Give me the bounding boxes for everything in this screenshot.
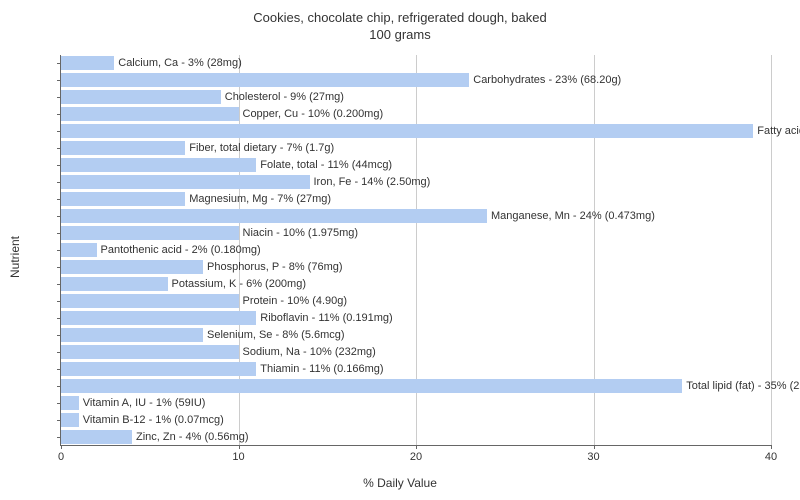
bar-label: Cholesterol - 9% (27mg) [221,90,344,104]
bar [61,413,79,427]
bar-label: Calcium, Ca - 3% (28mg) [114,56,241,70]
bar [61,396,79,410]
y-axis-label: Nutrient [8,236,22,278]
bar-label: Phosphorus, P - 8% (76mg) [203,260,343,274]
x-tick-mark [594,445,595,449]
x-tick-mark [239,445,240,449]
bar-label: Magnesium, Mg - 7% (27mg) [185,192,331,206]
chart-title: Cookies, chocolate chip, refrigerated do… [0,0,800,44]
bar [61,56,114,70]
bar-label: Thiamin - 11% (0.166mg) [256,362,383,376]
x-axis-label: % Daily Value [363,476,437,490]
bar [61,277,168,291]
title-line1: Cookies, chocolate chip, refrigerated do… [253,10,546,25]
bar [61,362,256,376]
bar-label: Niacin - 10% (1.975mg) [239,226,359,240]
bar [61,90,221,104]
bar-label: Copper, Cu - 10% (0.200mg) [239,107,384,121]
bar [61,260,203,274]
bar [61,124,753,138]
bar-label: Total lipid (fat) - 35% (22.60g) [682,379,800,393]
title-line2: 100 grams [369,27,430,42]
bar [61,107,239,121]
bar [61,73,469,87]
x-tick-label: 0 [58,451,64,463]
nutrient-chart: Cookies, chocolate chip, refrigerated do… [0,0,800,500]
bar-label: Protein - 10% (4.90g) [239,294,348,308]
x-tick-mark [61,445,62,449]
bar-label: Potassium, K - 6% (200mg) [168,277,307,291]
bar-label: Vitamin B-12 - 1% (0.07mcg) [79,413,224,427]
bar-label: Zinc, Zn - 4% (0.56mg) [132,430,248,444]
bar [61,192,185,206]
x-tick-mark [771,445,772,449]
bar [61,345,239,359]
bar-label: Fiber, total dietary - 7% (1.7g) [185,141,334,155]
plot-area: 010203040Calcium, Ca - 3% (28mg)Carbohyd… [60,55,771,446]
bar [61,226,239,240]
x-tick-label: 30 [587,451,599,463]
bar [61,328,203,342]
bar-label: Selenium, Se - 8% (5.6mcg) [203,328,345,342]
bar-label: Manganese, Mn - 24% (0.473mg) [487,209,655,223]
x-tick-label: 10 [232,451,244,463]
bar [61,243,97,257]
bar-label: Iron, Fe - 14% (2.50mg) [310,175,431,189]
bar-label: Carbohydrates - 23% (68.20g) [469,73,621,87]
bar [61,294,239,308]
bar-label: Folate, total - 11% (44mcg) [256,158,392,172]
x-tick-label: 20 [410,451,422,463]
bar [61,158,256,172]
x-tick-label: 40 [765,451,777,463]
bar-label: Pantothenic acid - 2% (0.180mg) [97,243,261,257]
bar [61,430,132,444]
bar-label: Fatty acids, total saturated - 39% (7.75… [753,124,800,138]
bar [61,175,310,189]
x-tick-mark [416,445,417,449]
bar-label: Riboflavin - 11% (0.191mg) [256,311,392,325]
bar-label: Vitamin A, IU - 1% (59IU) [79,396,206,410]
bar [61,311,256,325]
bar-label: Sodium, Na - 10% (232mg) [239,345,376,359]
bar [61,141,185,155]
bar [61,209,487,223]
bar [61,379,682,393]
